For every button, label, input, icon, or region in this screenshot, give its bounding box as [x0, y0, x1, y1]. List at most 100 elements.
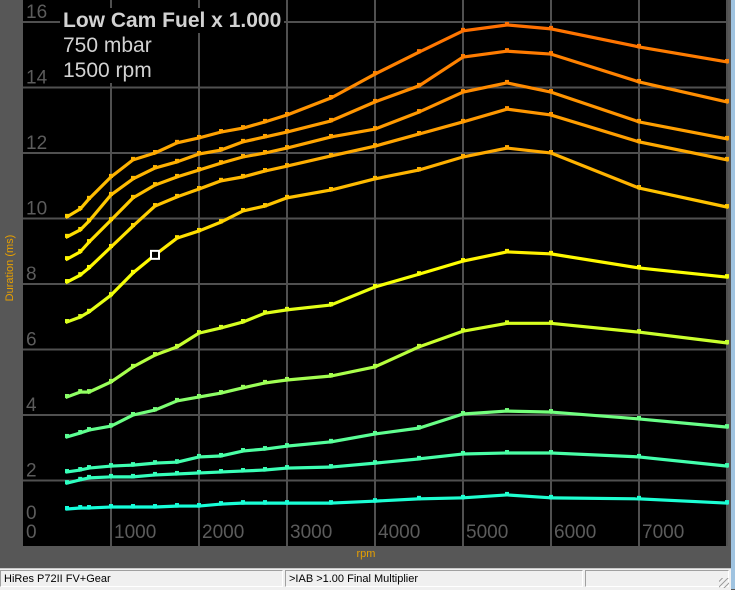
line-segment [329, 432, 377, 444]
data-point [263, 379, 267, 384]
line-segment [263, 444, 289, 451]
data-point [78, 248, 83, 253]
x-tick-label: 3000 [290, 522, 332, 543]
data-point [241, 500, 245, 505]
data-point [131, 412, 135, 416]
y-tick-label: 14 [26, 68, 48, 89]
line-segment [548, 150, 642, 191]
status-pane-multiplier: >IAB >1.00 Final Multiplier [285, 570, 583, 587]
line-segment [505, 49, 553, 56]
data-point [285, 112, 289, 117]
data-point [241, 207, 245, 212]
data-point [219, 501, 223, 506]
status-pane-empty [585, 570, 729, 587]
line-segment [197, 502, 223, 508]
line-segment [241, 135, 267, 144]
data-point [461, 89, 465, 94]
data-point [373, 98, 377, 103]
data-point [109, 191, 113, 196]
data-point [153, 352, 157, 357]
data-point [505, 449, 509, 454]
line-segment [549, 321, 641, 334]
data-point [241, 468, 245, 473]
line-segment [263, 130, 289, 139]
line-segment [329, 176, 377, 192]
data-point [197, 167, 201, 172]
x-tick-label: 6000 [554, 522, 596, 543]
data-point [78, 272, 83, 277]
line-segment [372, 344, 422, 369]
line-segment [549, 252, 641, 270]
line-segment [218, 208, 246, 225]
data-point [175, 459, 179, 464]
y-tick-label: 12 [26, 133, 47, 154]
data-point [505, 48, 509, 53]
data-point [65, 468, 69, 473]
data-point [329, 133, 333, 138]
data-point [131, 504, 135, 509]
line-segment [241, 151, 267, 159]
data-point [505, 79, 509, 84]
line-segment [174, 151, 202, 164]
data-point [373, 175, 377, 180]
line-segment [461, 107, 509, 124]
data-point [219, 452, 223, 457]
line-segment [328, 99, 378, 124]
data-point [263, 118, 267, 123]
line-segment [285, 440, 333, 448]
data-point [725, 156, 729, 161]
line-segment [262, 113, 290, 124]
data-point [219, 177, 223, 182]
line-segment [416, 54, 466, 89]
data-point [461, 118, 465, 123]
data-point [197, 134, 201, 139]
line-segment [241, 380, 267, 390]
line-segment [329, 127, 377, 139]
line-segment [262, 195, 290, 209]
line-segment [505, 409, 553, 414]
data-point [197, 393, 201, 398]
line-segment [130, 150, 158, 162]
line-segment [241, 119, 267, 131]
data-point [637, 43, 641, 48]
cursor-marker[interactable] [150, 249, 160, 260]
line-segment [219, 449, 245, 458]
fuel-map-chart[interactable]: 0100020003000400050006000700080246810121… [0, 0, 735, 547]
x-tick-label: 4000 [378, 522, 420, 543]
data-point [78, 206, 83, 211]
data-point [461, 54, 465, 59]
data-point [549, 449, 553, 454]
line-segment [329, 364, 377, 378]
line-segment [373, 168, 421, 181]
data-point [549, 320, 553, 325]
data-point [65, 480, 69, 485]
data-point [175, 503, 179, 508]
line-segment [108, 223, 136, 250]
data-point [637, 138, 641, 143]
line-segment [505, 107, 553, 117]
line-segment [153, 504, 179, 509]
line-segment [549, 496, 641, 501]
data-point [87, 195, 91, 200]
data-point [637, 415, 641, 420]
data-point [549, 250, 553, 255]
resize-grip-icon[interactable] [719, 578, 729, 588]
y-tick-label: 4 [26, 395, 37, 416]
line-segment [175, 136, 201, 145]
line-segment [372, 83, 422, 104]
line-segment [637, 266, 729, 279]
line-segment [219, 501, 245, 506]
data-point [241, 138, 245, 143]
data-point [329, 464, 333, 469]
line-segment [197, 454, 223, 459]
line-segment [64, 315, 83, 325]
line-segment [461, 409, 509, 416]
line-segment [64, 272, 83, 285]
line-segment [64, 390, 83, 400]
data-point [285, 194, 289, 199]
y-tick-label: 0 [26, 503, 37, 524]
line-segment [505, 493, 553, 500]
line-segment [417, 452, 465, 461]
line-segment [108, 364, 136, 385]
data-point [461, 450, 465, 455]
